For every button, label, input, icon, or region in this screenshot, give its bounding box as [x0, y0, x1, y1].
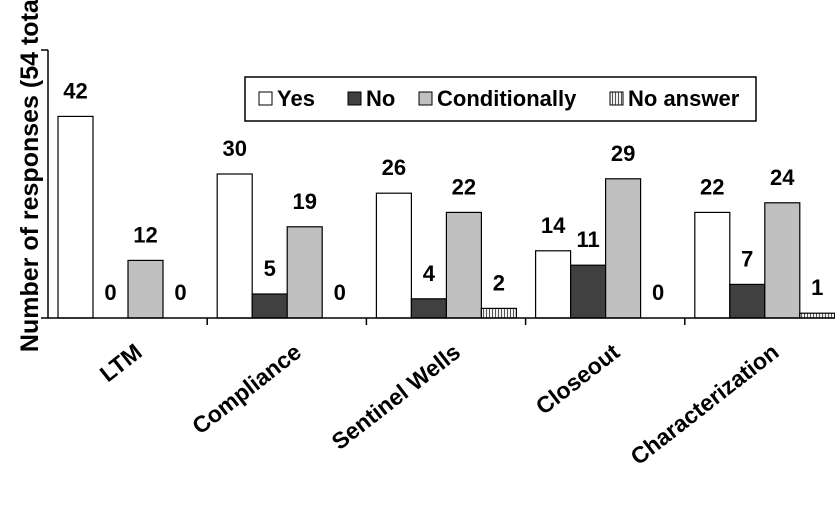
- legend-swatch-no-answer: [609, 91, 624, 106]
- bar-closeout-conditionally: [604, 178, 642, 319]
- x-ticks-layer: [206, 318, 686, 325]
- bar-compliance-conditionally: [286, 226, 323, 319]
- bar-ltm-yes: [57, 115, 94, 319]
- legend: Yes No Conditionally No answer: [244, 76, 757, 122]
- data-label-characterization-conditionally: 24: [770, 165, 795, 190]
- data-label-sentinel-wells-no-answer: 2: [493, 270, 505, 295]
- data-label-compliance-no-answer: 0: [334, 280, 346, 305]
- bar-closeout-no: [569, 264, 607, 319]
- legend-swatch-conditionally: [418, 91, 433, 106]
- data-label-characterization-no: 7: [741, 246, 753, 271]
- data-label-closeout-no: 11: [576, 227, 599, 252]
- bar-characterization-conditionally: [764, 202, 801, 319]
- bar-characterization-yes: [694, 211, 731, 319]
- bar-sentinel-wells-conditionally: [445, 211, 482, 319]
- bar-ltm-conditionally: [127, 259, 164, 319]
- category-label-sentinel-wells: Sentinel Wells: [327, 338, 466, 454]
- legend-label-no-answer: No answer: [628, 86, 740, 111]
- data-label-ltm-no: 0: [104, 280, 116, 305]
- legend-label-yes: Yes: [277, 86, 315, 111]
- data-label-sentinel-wells-conditionally: 22: [452, 174, 476, 199]
- data-label-ltm-conditionally: 12: [133, 222, 157, 247]
- bars-layer: [57, 115, 835, 319]
- data-label-compliance-yes: 30: [222, 136, 246, 161]
- category-labels-layer: LTM Compliance Sentinel Wells Closeout Chara…: [95, 338, 784, 470]
- data-label-sentinel-wells-yes: 26: [382, 155, 406, 180]
- data-label-ltm-no-answer: 0: [174, 280, 186, 305]
- data-label-characterization-no-answer: 1: [811, 275, 823, 300]
- bar-sentinel-wells-no-answer: [480, 307, 517, 319]
- bar-closeout-yes: [534, 250, 572, 319]
- data-label-closeout-no-answer: 0: [652, 280, 664, 305]
- legend-swatch-yes: [258, 91, 273, 106]
- data-label-ltm-yes: 42: [63, 78, 87, 103]
- bar-sentinel-wells-yes: [375, 192, 412, 319]
- category-label-closeout: Closeout: [531, 338, 625, 419]
- bar-characterization-no: [729, 283, 766, 319]
- y-axis-label: Number of responses (54 total): [16, 0, 44, 352]
- data-label-compliance-no: 5: [264, 256, 276, 281]
- legend-frame: [244, 76, 757, 122]
- legend-label-conditionally: Conditionally: [437, 86, 577, 111]
- data-label-closeout-conditionally: 29: [611, 141, 635, 166]
- category-label-compliance: Compliance: [187, 338, 306, 439]
- data-label-sentinel-wells-no: 4: [423, 261, 436, 286]
- data-label-closeout-yes: 14: [541, 213, 566, 238]
- legend-swatch-no: [347, 91, 362, 106]
- data-label-characterization-yes: 22: [700, 174, 724, 199]
- data-label-compliance-conditionally: 19: [292, 189, 316, 214]
- bar-compliance-yes: [216, 173, 253, 319]
- legend-label-no: No: [366, 86, 395, 111]
- bar-sentinel-wells-no: [410, 298, 447, 319]
- category-label-ltm: LTM: [95, 338, 147, 387]
- bar-compliance-no: [251, 293, 288, 319]
- category-label-characterization: Characterization: [625, 338, 783, 469]
